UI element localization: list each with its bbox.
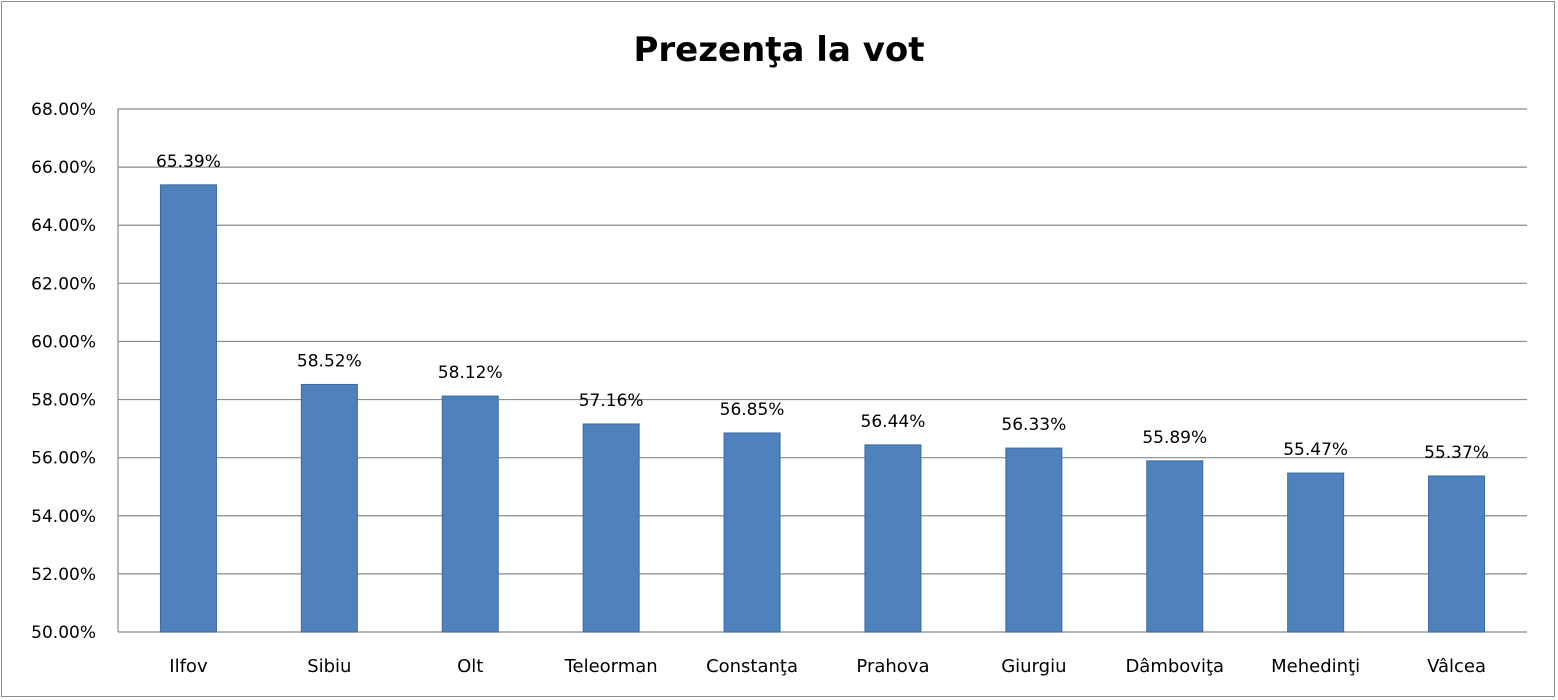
y-tick-label: 52.00% (31, 565, 96, 585)
y-tick-label: 56.00% (31, 449, 96, 469)
y-tick-label: 58.00% (31, 391, 96, 411)
chart-title: Prezenţa la vot (633, 30, 925, 70)
bar (1428, 475, 1486, 633)
y-tick-label: 64.00% (31, 216, 96, 236)
y-tick-label: 68.00% (31, 100, 96, 120)
bar (1146, 460, 1204, 633)
data-label: 55.37% (1424, 443, 1489, 463)
y-tick-label: 60.00% (31, 332, 96, 352)
x-tick-label: Dâmboviţa (1125, 656, 1224, 677)
x-tick-label: Giurgiu (1001, 656, 1066, 677)
data-label: 58.12% (438, 363, 503, 383)
data-label: 58.52% (297, 351, 362, 371)
data-label: 56.44% (861, 412, 926, 432)
data-label: 55.47% (1283, 440, 1348, 460)
x-tick-label: Olt (457, 656, 483, 677)
data-label: 56.33% (1001, 415, 1066, 435)
bar (1287, 472, 1345, 633)
bar (723, 432, 781, 633)
x-tick-label: Mehedinţi (1271, 656, 1360, 677)
y-tick-label: 62.00% (31, 274, 96, 294)
y-tick-label: 54.00% (31, 507, 96, 527)
y-tick-label: 50.00% (31, 623, 96, 643)
x-tick-label: Sibiu (307, 656, 351, 677)
bar (582, 423, 640, 633)
data-label: 56.85% (720, 400, 785, 420)
data-label: 57.16% (579, 391, 644, 411)
bar (864, 444, 922, 633)
x-tick-label: Vâlcea (1427, 656, 1486, 677)
bar (300, 383, 358, 633)
data-label: 55.89% (1142, 428, 1207, 448)
x-tick-label: Ilfov (169, 656, 208, 677)
x-tick-label: Teleorman (564, 656, 658, 677)
y-tick-label: 66.00% (31, 158, 96, 178)
bar (159, 184, 217, 633)
x-tick-label: Prahova (856, 656, 929, 677)
bar (441, 395, 499, 633)
data-label: 65.39% (156, 152, 221, 172)
bar (1005, 447, 1063, 633)
x-tick-label: Constanţa (706, 656, 798, 677)
